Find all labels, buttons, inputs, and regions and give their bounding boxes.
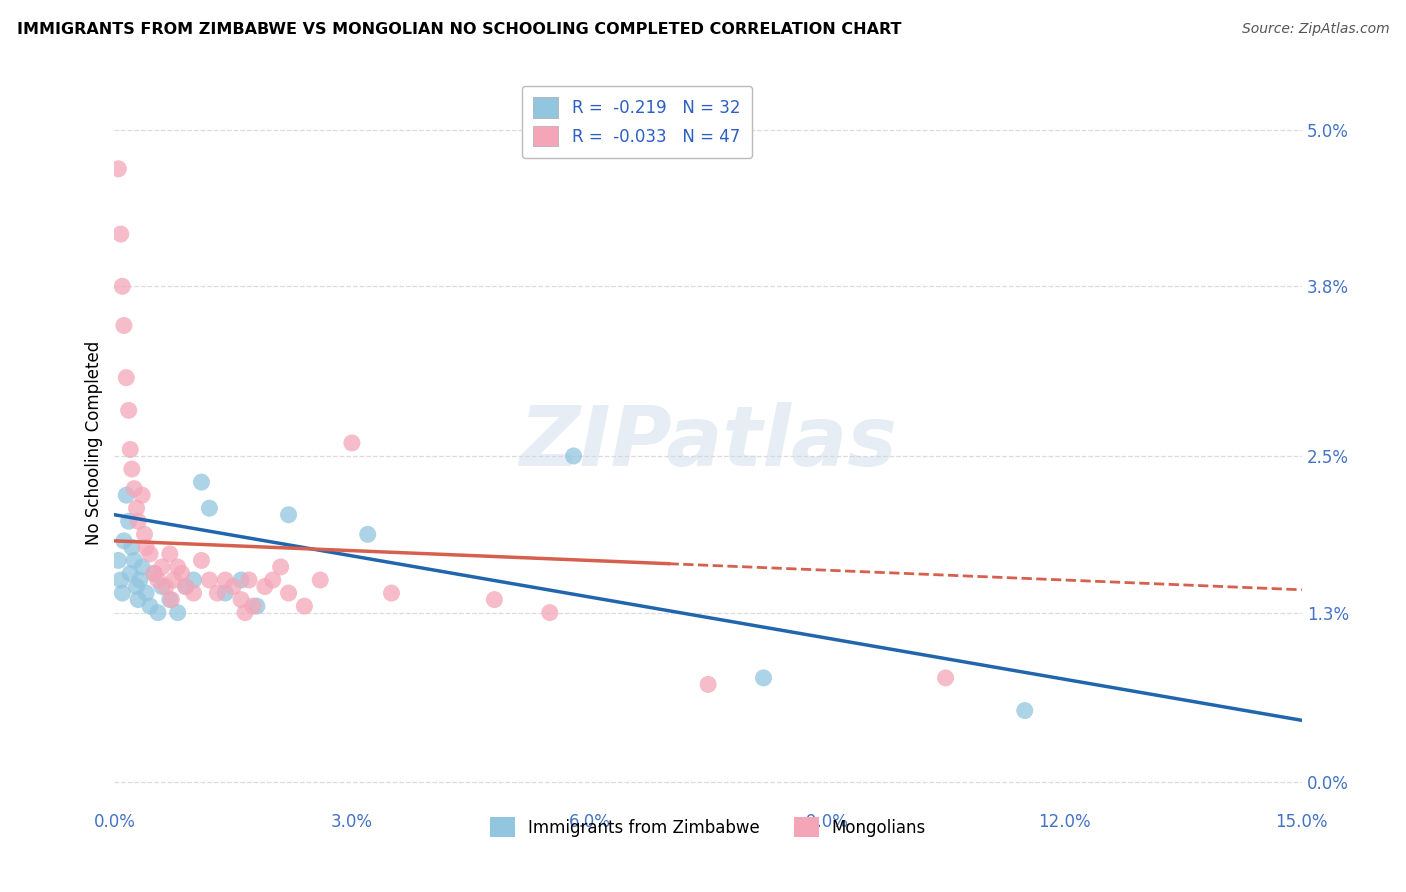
Legend: Immigrants from Zimbabwe, Mongolians: Immigrants from Zimbabwe, Mongolians xyxy=(484,810,932,844)
Point xyxy=(174,580,197,594)
Point xyxy=(121,541,143,555)
Point xyxy=(1014,704,1036,718)
Point xyxy=(127,592,149,607)
Point xyxy=(277,508,299,522)
Point xyxy=(262,573,284,587)
Point xyxy=(107,161,129,176)
Point xyxy=(246,599,269,613)
Point xyxy=(118,514,141,528)
Point xyxy=(277,586,299,600)
Point xyxy=(107,553,129,567)
Point xyxy=(111,586,134,600)
Point xyxy=(146,606,169,620)
Point xyxy=(159,547,181,561)
Point xyxy=(128,573,150,587)
Point xyxy=(159,592,181,607)
Point xyxy=(122,482,145,496)
Point xyxy=(229,573,252,587)
Point xyxy=(752,671,775,685)
Point xyxy=(115,488,138,502)
Point xyxy=(150,580,173,594)
Point xyxy=(115,370,138,384)
Point xyxy=(697,677,720,691)
Point xyxy=(146,573,169,587)
Point xyxy=(484,592,506,607)
Point xyxy=(150,560,173,574)
Point xyxy=(160,592,183,607)
Point xyxy=(190,553,212,567)
Point xyxy=(134,527,156,541)
Point xyxy=(190,475,212,489)
Point xyxy=(340,436,363,450)
Point xyxy=(214,573,236,587)
Text: IMMIGRANTS FROM ZIMBABWE VS MONGOLIAN NO SCHOOLING COMPLETED CORRELATION CHART: IMMIGRANTS FROM ZIMBABWE VS MONGOLIAN NO… xyxy=(17,22,901,37)
Point xyxy=(155,580,177,594)
Point xyxy=(112,318,135,333)
Point xyxy=(935,671,957,685)
Point xyxy=(163,573,186,587)
Point xyxy=(131,488,153,502)
Point xyxy=(270,560,292,574)
Point xyxy=(357,527,380,541)
Point xyxy=(170,566,193,581)
Point xyxy=(253,580,276,594)
Point xyxy=(229,592,252,607)
Point xyxy=(122,553,145,567)
Text: ZIPatlas: ZIPatlas xyxy=(519,402,897,483)
Point xyxy=(292,599,315,613)
Point xyxy=(139,599,162,613)
Point xyxy=(562,449,585,463)
Point xyxy=(233,606,256,620)
Point xyxy=(166,560,188,574)
Point xyxy=(238,573,260,587)
Point xyxy=(125,501,148,516)
Point xyxy=(135,586,157,600)
Point xyxy=(112,533,135,548)
Point xyxy=(125,580,148,594)
Point xyxy=(183,586,205,600)
Point xyxy=(214,586,236,600)
Point xyxy=(127,514,149,528)
Point xyxy=(309,573,332,587)
Point xyxy=(110,573,132,587)
Point xyxy=(135,541,157,555)
Point xyxy=(198,501,221,516)
Point xyxy=(166,606,188,620)
Point xyxy=(174,580,197,594)
Point xyxy=(131,560,153,574)
Point xyxy=(110,227,132,241)
Point xyxy=(143,566,166,581)
Point xyxy=(207,586,229,600)
Point xyxy=(538,606,561,620)
Point xyxy=(118,403,141,417)
Point xyxy=(120,566,142,581)
Text: Source: ZipAtlas.com: Source: ZipAtlas.com xyxy=(1241,22,1389,37)
Y-axis label: No Schooling Completed: No Schooling Completed xyxy=(86,341,103,545)
Point xyxy=(143,566,166,581)
Point xyxy=(120,442,142,457)
Point xyxy=(198,573,221,587)
Point xyxy=(183,573,205,587)
Point xyxy=(380,586,402,600)
Point xyxy=(139,547,162,561)
Point xyxy=(242,599,264,613)
Point xyxy=(121,462,143,476)
Point xyxy=(222,580,245,594)
Point xyxy=(111,279,134,293)
